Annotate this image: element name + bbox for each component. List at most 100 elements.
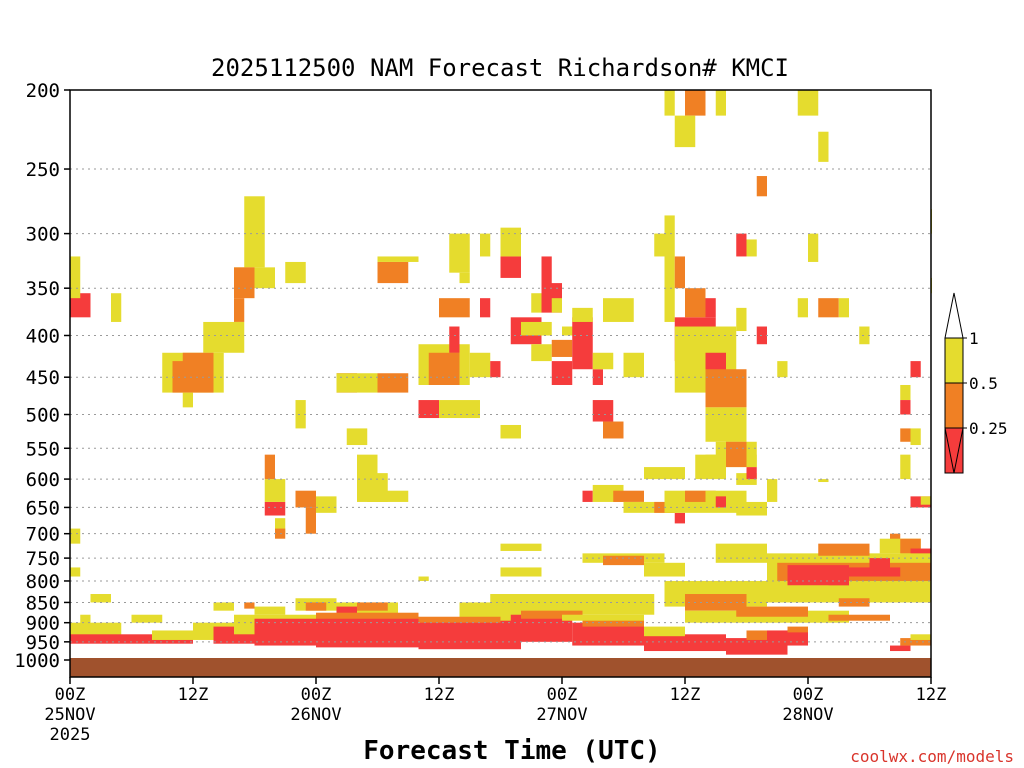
heatmap-cell	[70, 622, 122, 639]
heatmap-cell	[418, 620, 521, 650]
heatmap-cell	[336, 606, 357, 615]
heatmap-cell	[818, 131, 829, 162]
y-tick-label: 250	[26, 159, 60, 181]
x-tick-label: 00Z	[793, 685, 824, 705]
heatmap-cell	[838, 298, 849, 318]
heatmap-cell	[705, 369, 747, 408]
heatmap-cell	[152, 630, 214, 640]
heatmap-cell	[70, 634, 193, 644]
heatmap-cell	[797, 298, 808, 318]
heatmap-cell	[377, 261, 409, 284]
y-tick-label: 900	[26, 613, 60, 635]
heatmap-cell	[644, 562, 685, 577]
heatmap-cells	[70, 90, 932, 677]
legend-arrow-top	[944, 292, 964, 339]
heatmap-cell	[818, 543, 870, 556]
heatmap-cell	[664, 215, 675, 322]
heatmap-cell	[900, 638, 931, 646]
heatmap-cell	[787, 585, 829, 599]
heatmap-cell	[551, 361, 573, 385]
heatmap-cell	[726, 441, 747, 468]
heatmap-cell	[890, 533, 901, 544]
heatmap-cell	[674, 512, 685, 524]
heatmap-cell	[787, 626, 808, 633]
heatmap-cell	[603, 421, 624, 439]
heatmap-cell	[70, 567, 81, 577]
heatmap-cell	[654, 233, 665, 257]
plot-frame	[69, 89, 932, 678]
heatmap-cell	[213, 602, 234, 611]
legend-swatch	[944, 382, 964, 429]
heatmap-cell	[592, 400, 614, 422]
color-legend: 1 0.5 0.25	[944, 292, 1008, 474]
heatmap-cell	[316, 496, 337, 513]
heatmap-cell	[623, 352, 644, 378]
y-tick-label: 950	[26, 632, 60, 654]
heatmap-cell	[797, 90, 819, 116]
heatmap-cell	[736, 307, 747, 332]
heatmap-cell	[910, 548, 931, 559]
y-tick-label: 550	[26, 438, 60, 460]
heatmap-cell	[203, 321, 245, 353]
y-tick-label: 200	[26, 80, 60, 102]
heatmap-cell	[787, 565, 849, 586]
y-tick-label: 850	[26, 592, 60, 614]
heatmap-cell	[644, 467, 685, 480]
x-tick-label: 12Z	[424, 685, 455, 705]
chart-title: 2025112500 NAM Forecast Richardson# KMCI	[211, 54, 789, 82]
heatmap-cell	[346, 428, 368, 446]
heatmap-cell	[685, 490, 716, 502]
heatmap-cell	[70, 293, 91, 318]
heatmap-cell	[582, 490, 593, 502]
heatmap-cell	[111, 293, 122, 322]
heatmap-cell	[674, 256, 685, 289]
x-tick-label: 26NOV	[290, 705, 341, 725]
heatmap-cell	[582, 618, 644, 627]
x-tick-label: 00Z	[301, 685, 332, 705]
heatmap-cell	[264, 479, 286, 502]
heatmap-cell	[818, 479, 829, 483]
heatmap-cell	[316, 612, 419, 619]
heatmap-cell	[572, 307, 593, 322]
heatmap-cell	[449, 326, 460, 353]
heatmap-cell	[900, 454, 911, 480]
y-tick-label: 300	[26, 224, 60, 246]
heatmap-cell	[674, 115, 696, 148]
heatmap-cell	[439, 298, 470, 318]
heatmap-cell	[767, 630, 808, 646]
heatmap-cell	[715, 90, 726, 116]
heatmap-cell	[480, 233, 491, 257]
heatmap-cell	[316, 614, 419, 648]
x-tick-label: 00Z	[547, 685, 578, 705]
y-tick-label: 1000	[14, 650, 60, 672]
heatmap-cell	[521, 321, 552, 336]
heatmap-cell	[551, 298, 562, 313]
heatmap-cell	[480, 298, 491, 318]
x-tick-label: 00Z	[55, 685, 86, 705]
heatmap-cell	[910, 428, 921, 446]
heatmap-cell	[900, 428, 911, 442]
x-tick-label: 27NOV	[536, 705, 587, 725]
heatmap-cell	[818, 298, 839, 318]
legend-label: 1	[969, 329, 979, 348]
heatmap-cell	[336, 373, 378, 393]
legend-label: 0.25	[969, 419, 1008, 438]
heatmap-cell	[521, 610, 583, 619]
heatmap-cell	[295, 490, 316, 508]
heatmap-cell	[910, 634, 931, 640]
heatmap-cell	[70, 528, 81, 544]
y-tick-label: 450	[26, 367, 60, 389]
heatmap-cell	[439, 400, 480, 419]
heatmap-cell	[275, 518, 286, 534]
heatmap-cell	[920, 496, 931, 505]
legend-label: 0.5	[969, 374, 998, 393]
heatmap-cell	[254, 606, 286, 615]
legend-swatch	[944, 337, 964, 384]
heatmap-cell	[603, 298, 634, 322]
heatmap-cell	[644, 626, 685, 637]
heatmap-cell	[603, 555, 644, 566]
x-axis-title: Forecast Time (UTC)	[363, 736, 660, 766]
heatmap-cell	[428, 352, 460, 385]
heatmap-cell	[869, 558, 890, 573]
